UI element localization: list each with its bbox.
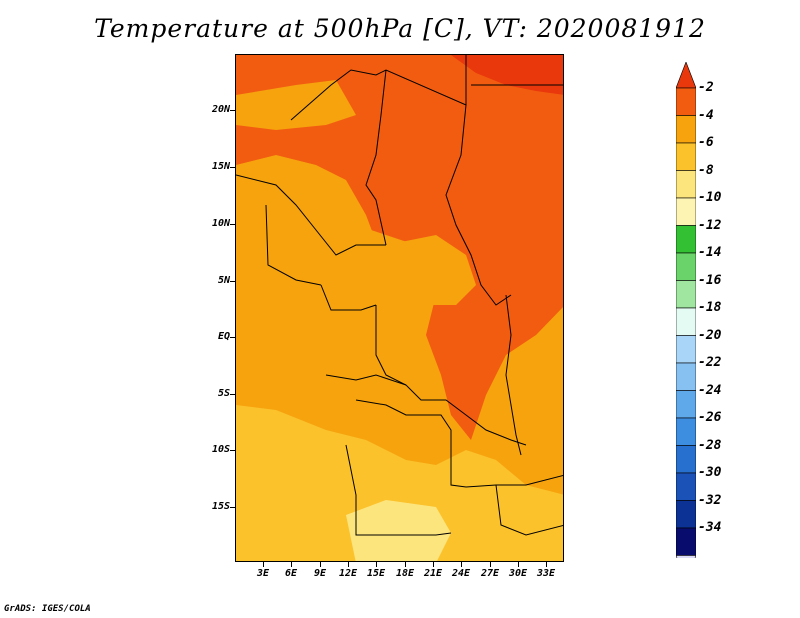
colorbar-segment — [676, 252, 696, 281]
x-axis-label: 3E — [256, 568, 270, 579]
x-tick — [376, 562, 377, 567]
colorbar-label: -4 — [698, 107, 714, 123]
x-axis-label: 9E — [313, 568, 327, 579]
y-tick — [230, 224, 235, 225]
x-axis-label: 30E — [508, 568, 528, 579]
x-axis-label: 27E — [480, 568, 500, 579]
y-tick — [230, 394, 235, 395]
y-axis-label: 5S — [217, 388, 230, 399]
x-axis-label: 21E — [423, 568, 443, 579]
colorbar-segment — [676, 417, 696, 446]
x-tick — [518, 562, 519, 567]
colorbar-label: -30 — [698, 465, 722, 480]
colorbar-label: -6 — [698, 135, 714, 150]
x-axis-label: 33E — [536, 568, 556, 579]
map-field — [236, 55, 563, 561]
grads-credit: GrADS: IGES/COLA — [4, 604, 91, 614]
colorbar-segment — [676, 142, 696, 171]
colorbar-segment — [676, 115, 696, 144]
colorbar-label: -12 — [698, 217, 722, 233]
y-tick — [230, 337, 235, 338]
temp-band-6 — [236, 80, 356, 130]
colorbar-label: -18 — [698, 300, 722, 315]
y-axis-label: 15N — [211, 161, 230, 172]
y-axis-label: 15S — [211, 501, 230, 512]
colorbar-label: -24 — [698, 382, 722, 398]
x-axis-label: 18E — [395, 568, 415, 579]
temp-band-6 — [236, 155, 381, 385]
colorbar-label: -16 — [698, 272, 722, 288]
colorbar-segment — [676, 390, 696, 419]
colorbar-top-arrow — [676, 62, 696, 89]
x-axis-label: 6E — [284, 568, 298, 579]
y-axis-label: 10N — [211, 218, 230, 229]
x-axis-label: 15E — [366, 568, 386, 579]
y-tick — [230, 281, 235, 282]
colorbar — [676, 62, 696, 558]
temperature-map — [235, 54, 564, 562]
y-axis-label: 5N — [217, 275, 230, 286]
x-tick — [263, 562, 264, 567]
x-axis-label: 24E — [451, 568, 471, 579]
y-tick — [230, 507, 235, 508]
x-tick — [291, 562, 292, 567]
colorbar-label: -2 — [698, 80, 714, 95]
y-tick — [230, 450, 235, 451]
x-tick — [348, 562, 349, 567]
map-title: Temperature at 500hPa [C], VT: 202008191… — [94, 14, 706, 43]
colorbar-segment — [676, 335, 696, 364]
colorbar-segment — [676, 280, 696, 309]
colorbar-segment — [676, 472, 696, 501]
x-tick — [490, 562, 491, 567]
colorbar-label: -26 — [698, 410, 722, 425]
colorbar-segment — [676, 500, 696, 529]
colorbar-label: -32 — [698, 492, 722, 508]
colorbar-label: -34 — [698, 520, 722, 535]
country-borders — [236, 55, 563, 536]
temp-band-6 — [386, 235, 476, 305]
x-axis-label: 12E — [338, 568, 358, 579]
colorbar-label: -22 — [698, 355, 722, 370]
colorbar-bottom-arrow — [676, 555, 696, 558]
temp-band-10 — [346, 500, 451, 561]
colorbar-segment — [676, 362, 696, 391]
colorbar-label: -8 — [698, 162, 714, 178]
colorbar-segment — [676, 225, 696, 254]
x-tick — [433, 562, 434, 567]
x-tick — [546, 562, 547, 567]
x-tick — [405, 562, 406, 567]
colorbar-label: -14 — [698, 245, 722, 260]
colorbar-label: -10 — [698, 190, 722, 205]
y-axis-label: 20N — [211, 104, 230, 115]
y-tick — [230, 110, 235, 111]
temp-band-4 — [236, 55, 563, 440]
colorbar-label: -20 — [698, 327, 722, 343]
colorbar-segment — [676, 170, 696, 199]
colorbar-segment — [676, 197, 696, 226]
colorbar-label: -28 — [698, 437, 722, 453]
x-tick — [320, 562, 321, 567]
y-axis-label: 10S — [211, 444, 230, 455]
colorbar-segment — [676, 87, 696, 116]
y-tick — [230, 167, 235, 168]
x-tick — [461, 562, 462, 567]
temp-band-8 — [236, 405, 563, 561]
colorbar-segment — [676, 445, 696, 474]
y-axis-label: EQ — [217, 331, 230, 342]
colorbar-segment — [676, 527, 696, 556]
colorbar-segment — [676, 307, 696, 336]
